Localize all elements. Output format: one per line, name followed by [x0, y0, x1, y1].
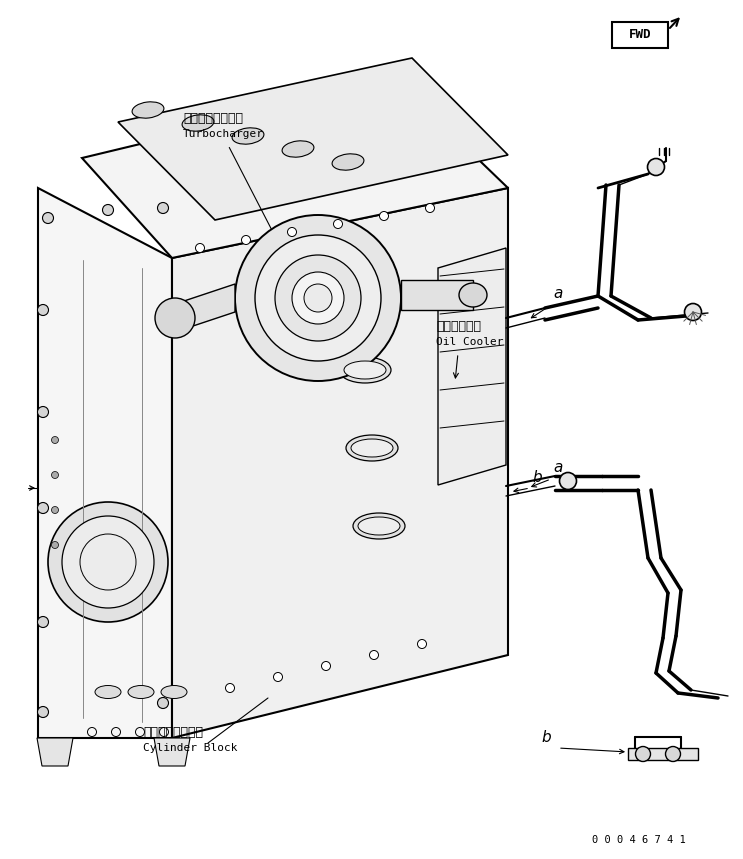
Circle shape	[369, 650, 378, 660]
Ellipse shape	[282, 141, 314, 157]
Ellipse shape	[344, 361, 386, 379]
Circle shape	[37, 304, 48, 315]
Circle shape	[158, 698, 169, 709]
Text: Cylinder Block: Cylinder Block	[143, 743, 238, 753]
Ellipse shape	[351, 439, 393, 457]
Circle shape	[380, 211, 389, 221]
Circle shape	[51, 541, 59, 549]
Ellipse shape	[346, 435, 398, 461]
Polygon shape	[82, 82, 508, 258]
Circle shape	[37, 406, 48, 417]
Circle shape	[292, 272, 344, 324]
Circle shape	[42, 212, 53, 223]
Polygon shape	[154, 738, 190, 766]
Circle shape	[684, 303, 701, 320]
Ellipse shape	[161, 685, 187, 698]
Circle shape	[304, 284, 332, 312]
Polygon shape	[118, 58, 508, 220]
Ellipse shape	[128, 685, 154, 698]
Ellipse shape	[353, 513, 405, 539]
Circle shape	[195, 243, 204, 253]
Text: b: b	[532, 470, 542, 485]
Ellipse shape	[95, 685, 121, 698]
Polygon shape	[37, 738, 73, 766]
Circle shape	[255, 235, 381, 361]
Circle shape	[103, 204, 114, 216]
Circle shape	[155, 298, 195, 338]
Circle shape	[51, 507, 59, 514]
Ellipse shape	[337, 283, 379, 301]
Circle shape	[158, 203, 169, 214]
Polygon shape	[175, 284, 235, 332]
Text: a: a	[553, 286, 562, 301]
Text: Turbocharger: Turbocharger	[183, 129, 264, 139]
Polygon shape	[612, 22, 668, 48]
Ellipse shape	[182, 115, 214, 131]
Circle shape	[225, 684, 235, 692]
Ellipse shape	[332, 154, 364, 170]
Circle shape	[275, 255, 361, 341]
Circle shape	[426, 204, 435, 212]
Polygon shape	[172, 188, 508, 738]
Circle shape	[288, 228, 296, 236]
Circle shape	[334, 220, 343, 228]
Circle shape	[559, 472, 577, 490]
Ellipse shape	[332, 279, 384, 305]
Circle shape	[635, 746, 651, 761]
Ellipse shape	[358, 517, 400, 535]
Text: Oil Cooler: Oil Cooler	[436, 337, 504, 347]
Polygon shape	[628, 748, 698, 760]
Ellipse shape	[132, 102, 164, 119]
Circle shape	[241, 235, 250, 245]
Circle shape	[322, 661, 331, 671]
Polygon shape	[38, 188, 172, 738]
Circle shape	[666, 746, 681, 761]
Circle shape	[235, 215, 401, 381]
Ellipse shape	[459, 283, 487, 307]
Circle shape	[48, 502, 168, 622]
Circle shape	[51, 436, 59, 443]
Circle shape	[37, 617, 48, 628]
Circle shape	[647, 159, 664, 175]
Text: a: a	[553, 460, 562, 475]
Circle shape	[418, 639, 426, 649]
Circle shape	[51, 472, 59, 478]
Text: ターボチャージャ: ターボチャージャ	[183, 112, 243, 125]
Polygon shape	[438, 248, 506, 485]
Text: シリンダブロック: シリンダブロック	[143, 726, 203, 739]
Circle shape	[37, 706, 48, 717]
Text: オイルクーラ: オイルクーラ	[436, 320, 481, 333]
Polygon shape	[401, 280, 473, 310]
Circle shape	[273, 673, 282, 681]
Circle shape	[62, 516, 154, 608]
Circle shape	[37, 503, 48, 514]
Text: 0 0 0 4 6 7 4 1: 0 0 0 4 6 7 4 1	[592, 835, 686, 845]
Text: b: b	[541, 730, 551, 745]
Text: FWD: FWD	[629, 28, 652, 41]
Ellipse shape	[232, 128, 264, 144]
Ellipse shape	[339, 357, 391, 383]
